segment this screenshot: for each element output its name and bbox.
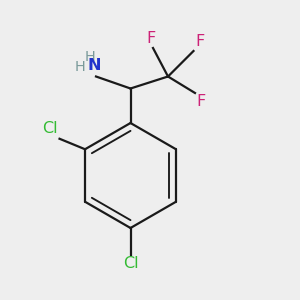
Text: Cl: Cl bbox=[42, 121, 58, 136]
Text: F: F bbox=[195, 34, 204, 49]
Text: N: N bbox=[88, 58, 101, 74]
Text: Cl: Cl bbox=[123, 256, 138, 272]
Text: H: H bbox=[74, 60, 85, 74]
Text: F: F bbox=[196, 94, 206, 109]
Text: H: H bbox=[85, 50, 95, 64]
Text: F: F bbox=[147, 31, 156, 46]
